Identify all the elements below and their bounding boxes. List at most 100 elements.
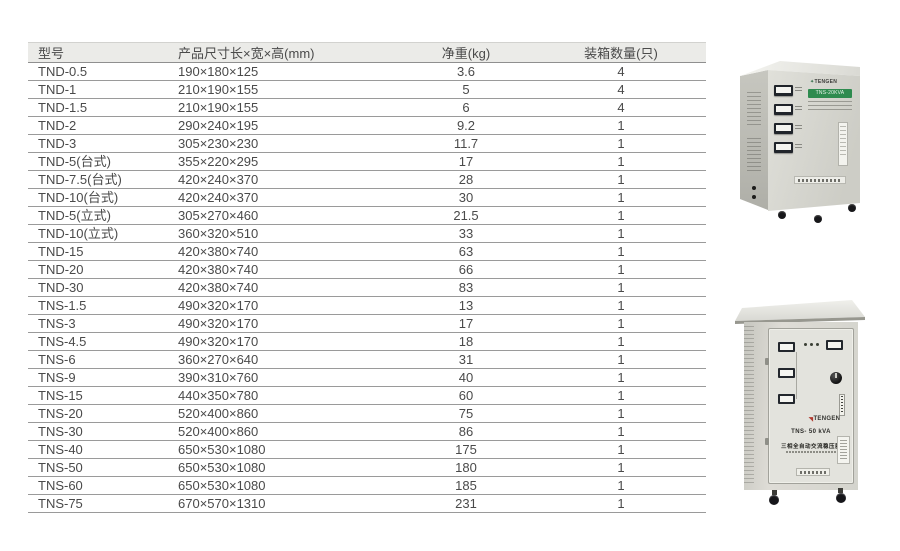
table-cell: TNS-60 bbox=[28, 476, 168, 495]
model-rating-label: TNS-20KVA bbox=[808, 89, 852, 98]
hinge-icon bbox=[765, 358, 769, 365]
brand-mark-icon: ✦ bbox=[810, 79, 815, 85]
stabilizer-photo-top: ✦ TENGEN TNS-20KVA bbox=[738, 58, 862, 228]
table-cell: 185 bbox=[396, 476, 536, 495]
table-row: TNS-9 390×310×760 40 1 bbox=[28, 368, 706, 387]
table-cell: 650×530×1080 bbox=[168, 476, 396, 495]
table-cell: 670×570×1310 bbox=[168, 494, 396, 513]
table-cell: 1 bbox=[536, 458, 706, 477]
table-cell: 360×270×640 bbox=[168, 350, 396, 369]
analog-meter-icon bbox=[826, 340, 843, 350]
table-cell: 520×400×860 bbox=[168, 422, 396, 441]
table-cell: 490×320×170 bbox=[168, 314, 396, 333]
model-rating-label: TNS- 50 kVA bbox=[791, 429, 831, 435]
table-cell: 60 bbox=[396, 386, 536, 405]
analog-meter-icon bbox=[774, 104, 802, 115]
table-cell: 305×230×230 bbox=[168, 134, 396, 153]
table-cell: 4 bbox=[536, 80, 706, 99]
hinge-icon bbox=[765, 438, 769, 445]
cabinet-lid-edge bbox=[735, 317, 865, 324]
table-cell: 190×180×125 bbox=[168, 62, 396, 81]
table-cell: TND-5(台式) bbox=[28, 152, 168, 171]
table-cell: 175 bbox=[396, 440, 536, 459]
table-cell: 31 bbox=[396, 350, 536, 369]
stabilizer-photo-bottom: ◥ TENGEN TNS- 50 kVA 三相全自动交流稳压器 bbox=[734, 296, 866, 512]
table-cell: 1 bbox=[536, 152, 706, 171]
table-cell: 1 bbox=[536, 260, 706, 279]
table-cell: TNS-40 bbox=[28, 440, 168, 459]
vent-grill-icon bbox=[744, 326, 754, 486]
table-row: TND-1.5 210×190×155 6 4 bbox=[28, 98, 706, 117]
table-row: TND-7.5(台式) 420×240×370 28 1 bbox=[28, 170, 706, 189]
caster-wheel-icon bbox=[778, 211, 786, 219]
table-cell: TNS-15 bbox=[28, 386, 168, 405]
caster-wheel-icon bbox=[814, 215, 822, 223]
table-cell: 1 bbox=[536, 224, 706, 243]
table-row: TNS-1.5 490×320×170 13 1 bbox=[28, 296, 706, 315]
table-cell: TND-7.5(台式) bbox=[28, 170, 168, 189]
caster-wheel-icon bbox=[836, 493, 846, 503]
table-cell: 1 bbox=[536, 404, 706, 423]
table-cell: 420×380×740 bbox=[168, 278, 396, 297]
table-cell: 1 bbox=[536, 440, 706, 459]
caster-wheel-icon bbox=[769, 495, 779, 505]
table-cell: 40 bbox=[396, 368, 536, 387]
table-row: TNS-20 520×400×860 75 1 bbox=[28, 404, 706, 423]
table-cell: 9.2 bbox=[396, 116, 536, 135]
table-cell: TNS-4.5 bbox=[28, 332, 168, 351]
panel-divider bbox=[796, 352, 797, 399]
table-cell: 1 bbox=[536, 188, 706, 207]
table-cell: 13 bbox=[396, 296, 536, 315]
table-cell: 1 bbox=[536, 296, 706, 315]
brand-logo: ◥ TENGEN bbox=[808, 416, 841, 423]
table-cell: 33 bbox=[396, 224, 536, 243]
table-cell: 66 bbox=[396, 260, 536, 279]
table-cell: 355×220×295 bbox=[168, 152, 396, 171]
table-row: TNS-30 520×400×860 86 1 bbox=[28, 422, 706, 441]
table-row: TND-5(立式) 305×270×460 21.5 1 bbox=[28, 206, 706, 225]
product-spec-table: 型号 产品尺寸长×宽×高(mm) 净重(kg) 装箱数量(只) TND-0.5 1… bbox=[28, 42, 706, 513]
table-row: TND-30 420×380×740 83 1 bbox=[28, 278, 706, 297]
column-header-dimensions: 产品尺寸长×宽×高(mm) bbox=[168, 42, 396, 63]
table-cell: 490×320×170 bbox=[168, 332, 396, 351]
table-cell: 650×530×1080 bbox=[168, 440, 396, 459]
table-cell: 18 bbox=[396, 332, 536, 351]
table-cell: TNS-6 bbox=[28, 350, 168, 369]
analog-meter-icon bbox=[778, 368, 795, 378]
table-cell: TND-2 bbox=[28, 116, 168, 135]
terminal-icon bbox=[752, 186, 756, 190]
table-cell: 1 bbox=[536, 350, 706, 369]
caster-stem bbox=[838, 488, 843, 493]
table-cell: TND-1 bbox=[28, 80, 168, 99]
table-cell: 75 bbox=[396, 404, 536, 423]
barcode-label-icon bbox=[839, 394, 845, 416]
table-cell: TNS-20 bbox=[28, 404, 168, 423]
table-cell: 4 bbox=[536, 98, 706, 117]
spec-sticker bbox=[837, 436, 850, 464]
table-cell: 1 bbox=[536, 386, 706, 405]
table-cell: TNS-75 bbox=[28, 494, 168, 513]
analog-meter-icon bbox=[778, 394, 795, 404]
table-cell: TND-10(台式) bbox=[28, 188, 168, 207]
table-cell: TND-30 bbox=[28, 278, 168, 297]
table-cell: TND-0.5 bbox=[28, 62, 168, 81]
table-cell: 1 bbox=[536, 116, 706, 135]
cabinet-side-panel bbox=[740, 70, 768, 210]
table-cell: 1 bbox=[536, 422, 706, 441]
table-row: TNS-4.5 490×320×170 18 1 bbox=[28, 332, 706, 351]
table-row: TND-10(立式) 360×320×510 33 1 bbox=[28, 224, 706, 243]
table-cell: 490×320×170 bbox=[168, 296, 396, 315]
analog-meter-icon bbox=[774, 85, 802, 96]
table-cell: 390×310×760 bbox=[168, 368, 396, 387]
table-cell: 650×530×1080 bbox=[168, 458, 396, 477]
manufacturer-label bbox=[794, 176, 846, 184]
caster-wheel-icon bbox=[848, 204, 856, 212]
table-cell: 17 bbox=[396, 152, 536, 171]
brand-logo: ✦ TENGEN bbox=[810, 79, 838, 85]
table-cell: 1 bbox=[536, 476, 706, 495]
table-cell: 231 bbox=[396, 494, 536, 513]
table-cell: TNS-1.5 bbox=[28, 296, 168, 315]
table-cell: 290×240×195 bbox=[168, 116, 396, 135]
table-cell: TNS-50 bbox=[28, 458, 168, 477]
table-cell: TNS-3 bbox=[28, 314, 168, 333]
